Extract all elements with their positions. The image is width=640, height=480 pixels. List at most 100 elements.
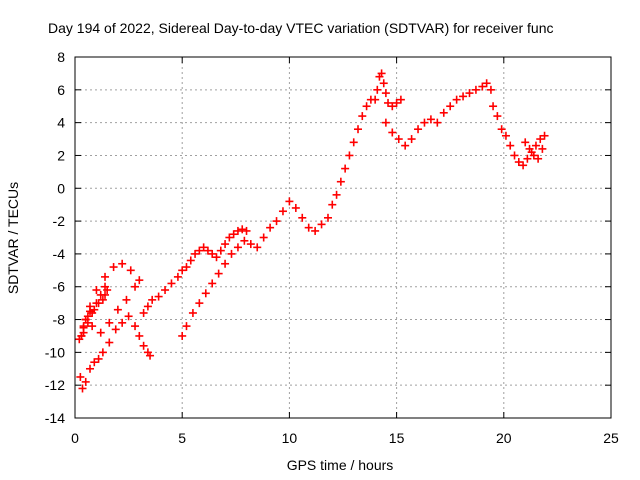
data-point <box>536 135 545 144</box>
data-point <box>317 220 326 229</box>
data-point <box>81 377 90 386</box>
data-point <box>118 259 127 268</box>
data-point <box>285 197 294 206</box>
data-point <box>291 203 300 212</box>
data-point <box>332 190 341 199</box>
data-point <box>208 249 217 258</box>
data-point <box>426 115 435 124</box>
data-point <box>272 217 281 226</box>
data-series <box>75 69 549 393</box>
data-point <box>191 249 200 258</box>
data-point <box>525 144 534 153</box>
x-tick-label: 20 <box>496 430 512 446</box>
data-point <box>101 272 110 281</box>
data-point <box>182 263 191 272</box>
data-point <box>182 322 191 331</box>
data-point <box>439 108 448 117</box>
data-point <box>396 95 405 104</box>
data-point <box>135 276 144 285</box>
data-point <box>506 141 515 150</box>
data-point <box>336 177 345 186</box>
data-point <box>266 223 275 232</box>
data-point <box>388 128 397 137</box>
data-point <box>233 226 242 235</box>
data-point <box>124 312 133 321</box>
data-point <box>139 341 148 350</box>
data-point <box>407 135 416 144</box>
data-point <box>221 240 230 249</box>
data-point <box>373 85 382 94</box>
y-axis-title: SDTVAR / TECUs <box>5 182 21 294</box>
data-point <box>489 102 498 111</box>
data-point <box>94 354 103 363</box>
data-point <box>92 286 101 295</box>
data-point <box>131 322 140 331</box>
data-point <box>501 131 510 140</box>
data-point <box>201 289 210 298</box>
data-point <box>358 112 367 121</box>
data-point <box>531 141 540 150</box>
data-point <box>371 95 380 104</box>
data-point <box>388 102 397 111</box>
data-point <box>229 230 238 239</box>
data-point <box>111 325 120 334</box>
x-tick-label: 0 <box>71 430 79 446</box>
data-point <box>88 308 97 317</box>
data-point <box>178 331 187 340</box>
data-point <box>173 272 182 281</box>
data-point <box>238 225 247 234</box>
data-point <box>76 372 85 381</box>
y-tick-label: 8 <box>57 49 65 65</box>
data-point <box>401 141 410 150</box>
data-point <box>148 295 157 304</box>
data-point <box>345 151 354 160</box>
plot-frame <box>74 56 612 419</box>
y-tick-label: -14 <box>45 410 65 426</box>
data-point <box>131 282 140 291</box>
data-point <box>92 299 101 308</box>
data-point <box>246 240 255 249</box>
data-point <box>216 246 225 255</box>
y-tick-label: 4 <box>57 115 65 131</box>
data-point <box>521 138 530 147</box>
y-tick-label: -6 <box>53 279 66 295</box>
data-point <box>514 158 523 167</box>
data-point <box>98 295 107 304</box>
data-point <box>362 102 371 111</box>
y-tick-label: -8 <box>53 312 66 328</box>
data-point <box>203 246 212 255</box>
data-point <box>377 69 386 78</box>
data-point <box>188 308 197 317</box>
data-point <box>109 263 118 272</box>
data-point <box>214 269 223 278</box>
data-point <box>88 322 97 331</box>
data-point <box>242 226 251 235</box>
data-point <box>96 290 105 299</box>
data-point <box>118 318 127 327</box>
data-point <box>278 207 287 216</box>
data-point <box>349 138 358 147</box>
y-tick-label: 0 <box>57 180 65 196</box>
data-point <box>212 253 221 262</box>
data-point <box>240 236 249 245</box>
data-point <box>208 279 217 288</box>
data-point <box>381 89 390 98</box>
data-point <box>98 348 107 357</box>
y-tick-label: 2 <box>57 147 65 163</box>
data-point <box>304 223 313 232</box>
data-point <box>167 279 176 288</box>
x-tick-label: 15 <box>389 430 405 446</box>
y-tick-label: 6 <box>57 82 65 98</box>
data-point <box>414 125 423 134</box>
data-point <box>126 266 135 275</box>
data-point <box>227 249 236 258</box>
data-point <box>538 144 547 153</box>
data-point <box>510 151 519 160</box>
data-point <box>199 243 208 252</box>
data-point <box>113 305 122 314</box>
data-point <box>523 154 532 163</box>
data-point <box>341 164 350 173</box>
data-point <box>233 243 242 252</box>
x-tick-label: 5 <box>178 430 186 446</box>
